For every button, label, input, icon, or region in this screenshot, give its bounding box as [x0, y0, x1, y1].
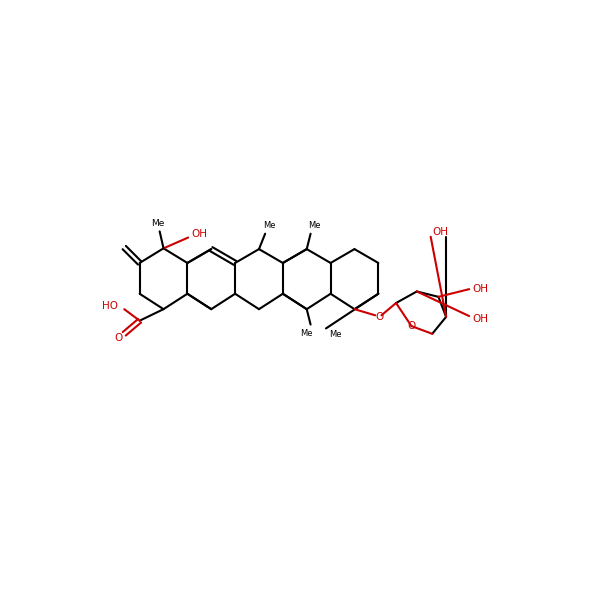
Text: OH: OH: [191, 229, 207, 239]
Text: Me: Me: [151, 219, 164, 228]
Text: O: O: [376, 312, 384, 322]
Text: O: O: [114, 334, 122, 343]
Text: OH: OH: [472, 284, 488, 294]
Text: Me: Me: [263, 221, 275, 230]
Text: O: O: [407, 321, 416, 331]
Text: OH: OH: [472, 314, 488, 324]
Text: Me: Me: [308, 221, 320, 230]
Text: HO: HO: [103, 301, 118, 311]
Text: Me: Me: [329, 330, 341, 339]
Text: Me: Me: [301, 329, 313, 338]
Text: OH: OH: [432, 227, 448, 237]
